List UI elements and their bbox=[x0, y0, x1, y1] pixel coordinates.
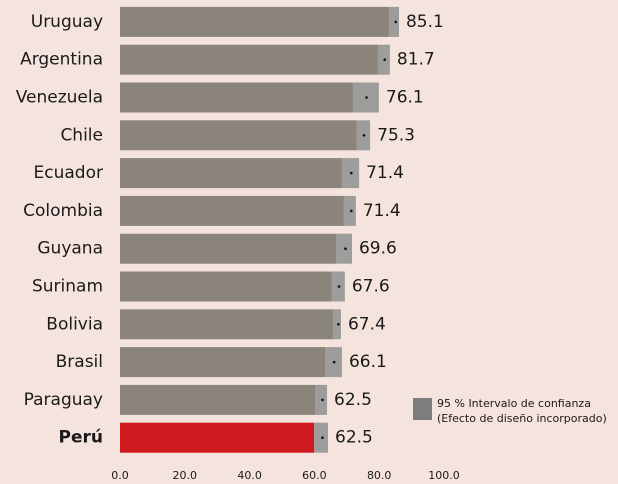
value-label: 85.1 bbox=[406, 12, 444, 32]
legend-label: 95 % Intervalo de confianza bbox=[437, 397, 591, 410]
category-label: Argentina bbox=[20, 50, 103, 70]
ci-range bbox=[314, 422, 329, 453]
value-dot bbox=[350, 209, 353, 213]
value-dot bbox=[344, 247, 347, 250]
value-label: 71.4 bbox=[366, 163, 404, 183]
category-label: Venezuela bbox=[16, 88, 103, 108]
value-label: 76.1 bbox=[386, 88, 424, 108]
x-tick-label: 100.0 bbox=[428, 469, 460, 482]
bar bbox=[120, 271, 332, 302]
bar bbox=[120, 309, 333, 340]
value-dot bbox=[332, 360, 336, 364]
x-tick-label: 80.0 bbox=[367, 469, 392, 482]
category-label: Colombia bbox=[23, 201, 103, 221]
value-label: 69.6 bbox=[359, 239, 397, 259]
value-label: 62.5 bbox=[335, 428, 373, 448]
category-label: Brasil bbox=[56, 352, 103, 372]
category-label: Uruguay bbox=[31, 12, 103, 32]
bar bbox=[120, 384, 316, 415]
bar bbox=[120, 422, 315, 453]
bar bbox=[120, 120, 357, 151]
ci-range bbox=[388, 6, 399, 37]
value-dot bbox=[394, 20, 398, 24]
bar bbox=[120, 158, 342, 189]
bar bbox=[120, 6, 389, 37]
bar bbox=[120, 82, 353, 113]
bar bbox=[120, 44, 378, 75]
bar bbox=[120, 195, 344, 226]
bar bbox=[120, 233, 337, 264]
value-label: 67.6 bbox=[352, 277, 390, 297]
value-label: 81.7 bbox=[397, 50, 435, 70]
x-tick-label: 40.0 bbox=[237, 469, 262, 482]
value-dot bbox=[337, 323, 340, 326]
value-dot bbox=[337, 285, 341, 288]
ci-range bbox=[343, 195, 356, 226]
category-label: Ecuador bbox=[34, 163, 103, 183]
ci-range bbox=[336, 233, 352, 264]
value-dot bbox=[362, 134, 366, 137]
category-label: Paraguay bbox=[24, 390, 103, 410]
category-label: Surinam bbox=[32, 277, 103, 297]
category-label: Chile bbox=[60, 125, 103, 145]
value-dot bbox=[321, 398, 324, 402]
bar bbox=[120, 347, 326, 378]
category-label: Perú bbox=[59, 428, 103, 448]
value-dot bbox=[383, 58, 387, 61]
legend-label: (Efecto de diseño incorporado) bbox=[437, 412, 607, 425]
x-tick-label: 0.0 bbox=[111, 469, 129, 482]
value-label: 75.3 bbox=[377, 125, 415, 145]
category-label: Guyana bbox=[37, 239, 103, 259]
x-tick-label: 20.0 bbox=[173, 469, 198, 482]
value-dot bbox=[365, 96, 368, 99]
value-label: 66.1 bbox=[349, 352, 387, 372]
value-label: 62.5 bbox=[334, 390, 372, 410]
ci-range bbox=[332, 309, 341, 340]
x-tick-label: 60.0 bbox=[302, 469, 327, 482]
category-label: Bolivia bbox=[46, 314, 103, 334]
value-label: 67.4 bbox=[348, 314, 386, 334]
ci-range bbox=[315, 384, 328, 415]
value-dot bbox=[350, 171, 353, 175]
value-dot bbox=[321, 436, 324, 440]
value-label: 71.4 bbox=[363, 201, 401, 221]
legend-swatch bbox=[413, 398, 432, 420]
